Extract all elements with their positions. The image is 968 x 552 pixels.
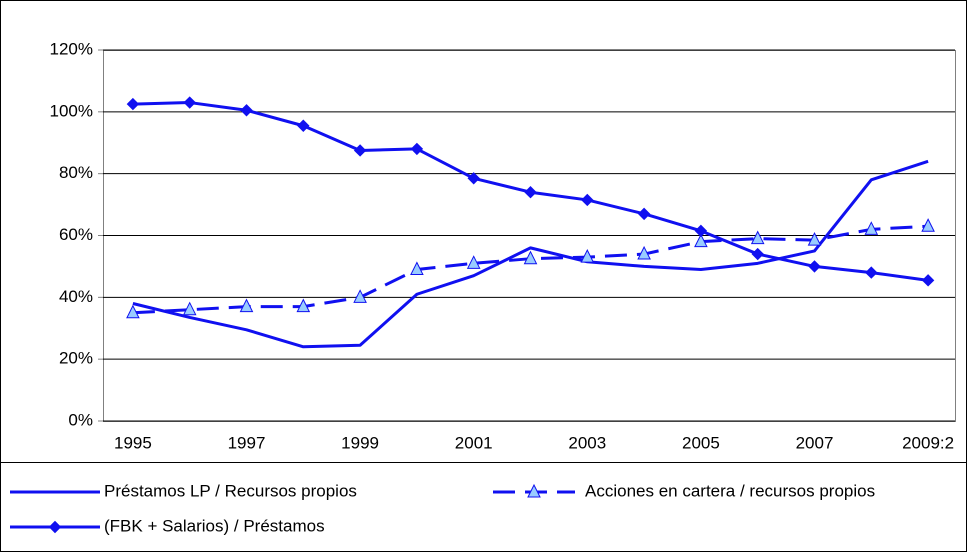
legend-box xyxy=(0,462,967,552)
x-tick-label: 2001 xyxy=(455,433,493,452)
marker xyxy=(183,96,196,109)
x-tick-label: 2007 xyxy=(796,433,834,452)
marker xyxy=(410,142,424,156)
marker xyxy=(467,172,480,185)
y-tick-label: 80% xyxy=(59,163,93,182)
legend-label: Acciones en cartera / recursos propios xyxy=(585,481,875,500)
marker xyxy=(239,298,254,313)
marker xyxy=(296,298,311,313)
marker xyxy=(48,520,62,534)
marker xyxy=(353,144,367,157)
marker xyxy=(921,218,935,232)
marker xyxy=(807,232,822,246)
marker xyxy=(182,301,197,316)
marker xyxy=(694,224,708,238)
marker xyxy=(694,233,708,248)
y-tick-label: 40% xyxy=(59,287,93,306)
marker xyxy=(524,186,537,199)
legend-label: (FBK + Salarios) / Préstamos xyxy=(104,516,325,535)
marker xyxy=(527,483,541,498)
marker xyxy=(353,289,367,303)
y-tick-label: 60% xyxy=(59,225,93,244)
marker xyxy=(864,221,879,235)
marker xyxy=(410,261,424,276)
marker xyxy=(637,207,651,221)
legend-label: Préstamos LP / Recursos propios xyxy=(104,481,357,500)
x-tick-label: 2005 xyxy=(682,433,720,452)
y-tick-label: 120% xyxy=(50,39,93,58)
y-tick-label: 20% xyxy=(59,349,93,368)
series-line xyxy=(132,159,929,349)
marker xyxy=(240,104,253,117)
marker xyxy=(297,119,310,132)
y-tick-label: 0% xyxy=(68,410,93,429)
marker xyxy=(580,249,595,263)
marker xyxy=(751,247,764,261)
marker xyxy=(523,250,538,265)
x-tick-label: 2003 xyxy=(568,433,606,452)
marker xyxy=(581,193,594,207)
marker xyxy=(126,97,140,111)
x-tick-label: 1995 xyxy=(114,433,152,452)
marker xyxy=(865,266,878,279)
x-tick-label: 1997 xyxy=(228,433,266,452)
marker xyxy=(750,230,765,245)
y-tick-label: 100% xyxy=(50,101,93,120)
marker xyxy=(126,304,140,319)
x-tick-label: 2009:2 xyxy=(902,433,954,452)
marker xyxy=(637,245,651,260)
x-tick-label: 1999 xyxy=(341,433,379,452)
marker xyxy=(808,260,821,273)
marker xyxy=(921,274,935,287)
marker xyxy=(466,255,481,269)
